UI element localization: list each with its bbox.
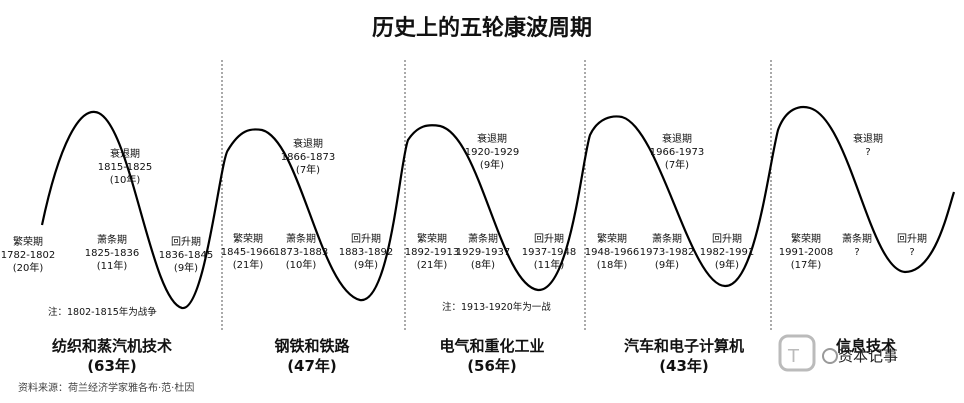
watermark-text: 资本记事 xyxy=(838,347,899,365)
c2-recession: 衰退期 1866-1873 (7年) xyxy=(280,139,336,176)
c3-recession: 衰退期 1920-1929 (9年) xyxy=(464,134,520,171)
c3-prosperity: 繁荣期 1892-1913 (21年) xyxy=(404,234,460,271)
c4-recovery: 回升期 1982-1991 (9年) xyxy=(699,234,755,271)
watermark-logo: T xyxy=(778,334,838,372)
c2-recovery: 回升期 1883-1892 (9年) xyxy=(338,234,394,271)
c1-recovery: 回升期 1836-1845 (9年) xyxy=(158,237,214,274)
c3-depression: 萧条期 1929-1937 (8年) xyxy=(455,234,511,271)
c5-recovery: 回升期? xyxy=(897,234,927,258)
c4-name: 汽车和电子计算机 (43年) xyxy=(623,337,745,375)
c3-recovery: 回升期 1937-1948 (11年) xyxy=(521,234,577,271)
c4-prosperity: 繁荣期 1948-1966 (18年) xyxy=(584,234,640,271)
c2-prosperity: 繁荣期 1845-1966 (21年) xyxy=(220,234,276,271)
wave-curve xyxy=(40,105,956,310)
page-title: 历史上的五轮康波周期 xyxy=(371,16,592,41)
note-war: 注：1802-1815年为战争 xyxy=(48,307,157,318)
source-note: 资料来源：荷兰经济学家雅各布·范·杜因 xyxy=(18,383,195,394)
c5-recession: 衰退期? xyxy=(853,134,883,158)
c4-depression: 萧条期 1973-1982 (9年) xyxy=(639,234,695,271)
c1-depression: 萧条期 1825-1836 (11年) xyxy=(84,235,140,272)
c3-name: 电气和重化工业 (56年) xyxy=(439,337,545,375)
c1-prosperity: 繁荣期 1782-1802 (20年) xyxy=(0,237,56,274)
c2-depression: 萧条期 1873-1883 (10年) xyxy=(273,234,329,271)
c4-recession: 衰退期 1966-1973 (7年) xyxy=(649,134,705,171)
c2-name: 钢铁和铁路 (47年) xyxy=(274,337,350,375)
c5-name: 信息技术 xyxy=(835,337,897,355)
c1-recession: 衰退期 1815-1825 (10年) xyxy=(97,149,153,186)
c5-depression: 萧条期? xyxy=(842,234,872,258)
c5-prosperity: 繁荣期 1991-2008 (17年) xyxy=(778,234,834,271)
svg-text:T: T xyxy=(787,346,800,367)
c1-name: 纺织和蒸汽机技术 (63年) xyxy=(51,337,173,375)
note-ww1: 注：1913-1920年为一战 xyxy=(442,302,551,313)
